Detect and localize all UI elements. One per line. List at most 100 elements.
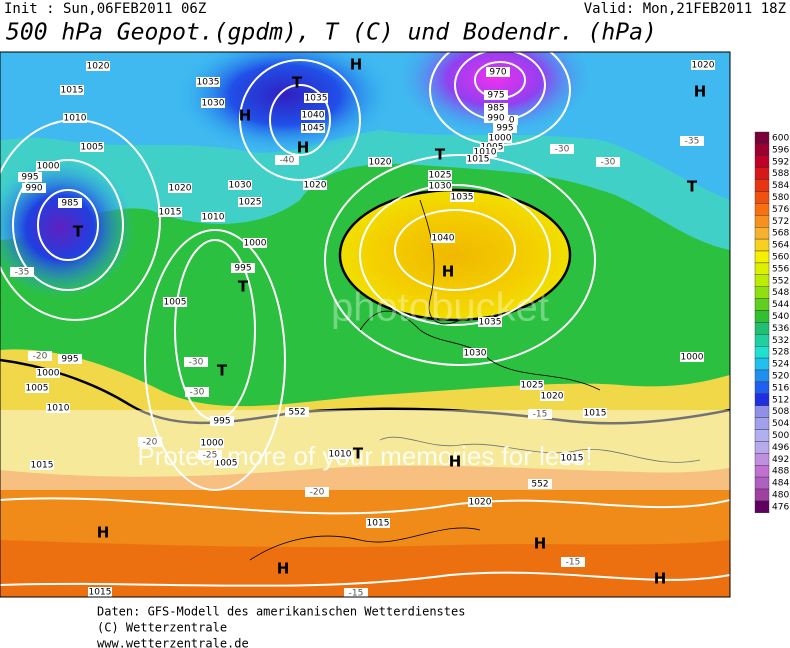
label-bg — [301, 110, 325, 120]
label-bg — [450, 192, 474, 202]
colorbar-label: 492 — [772, 455, 789, 465]
isoline-label: 1010 — [47, 404, 70, 414]
label-bg — [484, 113, 508, 123]
pressure-center: H — [350, 56, 363, 74]
map-labels: 10201015101010051000995990985T-351035103… — [10, 56, 715, 597]
colorbar-label: 508 — [772, 407, 789, 417]
isoline-label: 1030 — [429, 182, 452, 192]
colorbar-label: 476 — [772, 502, 789, 512]
warm-region — [0, 540, 730, 597]
colorbar-swatch — [754, 298, 770, 311]
isoline-label: 1010 — [64, 114, 87, 124]
label-bg — [10, 267, 34, 277]
label-bg — [18, 172, 42, 182]
isoline-label: 1030 — [229, 181, 252, 191]
isoline-label: 1005 — [164, 298, 187, 308]
colorbar-swatch — [754, 131, 770, 145]
colorbar-swatch — [754, 179, 770, 192]
label-bg — [488, 133, 512, 143]
colorbar-label: 580 — [772, 193, 789, 203]
label-bg — [680, 352, 704, 362]
colorbar-swatch — [754, 441, 770, 454]
label-bg — [58, 354, 82, 364]
isoline-label: 1015 — [367, 519, 390, 529]
colorbar-label: 480 — [772, 490, 789, 500]
colorbar-swatch — [754, 465, 770, 478]
isoline-label: 1005 — [81, 143, 104, 153]
isoline-label: 1030 — [464, 349, 487, 359]
footer-line: www.wetterzentrale.de — [97, 637, 249, 648]
isoline-label: -35 — [685, 137, 700, 147]
colorbar-swatch — [754, 322, 770, 335]
colorbar-swatch — [754, 429, 770, 442]
label-bg — [478, 317, 502, 327]
isoline-label: -30 — [189, 358, 204, 368]
map-title: 500 hPa Geopot.(gpdm), T (C) und Bodendr… — [6, 20, 657, 46]
colorbar-label: 600 — [772, 133, 789, 143]
valid-time: Valid: Mon,21FEB2011 18Z — [584, 1, 786, 17]
colorbar-label: 576 — [772, 205, 789, 215]
map-frame — [0, 51, 731, 598]
isoline-label: -15 — [566, 558, 581, 568]
isoline-label: 1000 — [244, 239, 267, 249]
pressure-center: H — [449, 453, 462, 471]
colorbar-swatch — [754, 250, 770, 264]
label-bg — [198, 450, 222, 460]
isoline-label: 552 — [531, 480, 548, 490]
cold-core — [0, 158, 135, 298]
label-bg — [28, 351, 52, 361]
label-bg — [184, 357, 208, 367]
pressure-center: T — [217, 362, 228, 380]
isoline-label: 1020 — [87, 62, 110, 72]
isoline-label: 995 — [213, 417, 230, 427]
colorbar-swatch — [754, 238, 770, 252]
colorbar-swatch — [754, 191, 770, 204]
colorbar-swatch — [754, 476, 770, 490]
isoline-label: 1035 — [451, 193, 474, 203]
isoline-label: 985 — [61, 199, 78, 209]
colorbar-label: 596 — [772, 145, 789, 155]
label-bg — [428, 170, 452, 180]
pressure-center: H — [654, 570, 667, 588]
watermark-band — [0, 410, 730, 490]
label-bg — [60, 85, 84, 95]
label-bg — [201, 212, 225, 222]
label-bg — [463, 348, 487, 358]
isoline-label: -20 — [143, 438, 158, 448]
pressure-center: T — [435, 146, 446, 164]
label-bg — [30, 460, 54, 470]
colorbar-label: 516 — [772, 383, 789, 393]
label-bg — [468, 497, 492, 507]
label-bg — [138, 437, 162, 447]
label-bg — [88, 587, 112, 597]
pressure-center: T — [73, 223, 84, 241]
label-bg — [680, 136, 704, 146]
pressure-center: H — [297, 139, 310, 157]
colorbar-swatch — [754, 393, 770, 406]
label-bg — [275, 155, 299, 165]
colorbar-label: 524 — [772, 360, 789, 370]
colorbar-label: 488 — [772, 467, 789, 477]
isoline-label: 1015 — [159, 208, 182, 218]
label-bg — [63, 113, 87, 123]
label-bg — [691, 60, 715, 70]
colorbar-swatch — [754, 203, 770, 216]
isoline-label: 995 — [496, 124, 513, 134]
label-bg — [344, 588, 368, 597]
isoline-label: 1025 — [521, 381, 544, 391]
label-bg — [210, 416, 234, 426]
isoline-label: -30 — [601, 158, 616, 168]
colorbar-swatch — [754, 286, 770, 299]
label-bg — [25, 383, 49, 393]
label-bg — [86, 61, 110, 71]
label-bg — [196, 77, 220, 87]
colorbar-swatch — [754, 143, 770, 156]
label-bg — [303, 180, 327, 190]
label-bg — [540, 391, 564, 401]
colorbar-swatch — [754, 346, 770, 359]
colorbar-label: 504 — [772, 419, 789, 429]
pressure-center: H — [534, 535, 547, 553]
label-bg — [528, 479, 552, 489]
label-bg — [168, 183, 192, 193]
colorbar-label: 552 — [772, 276, 789, 286]
